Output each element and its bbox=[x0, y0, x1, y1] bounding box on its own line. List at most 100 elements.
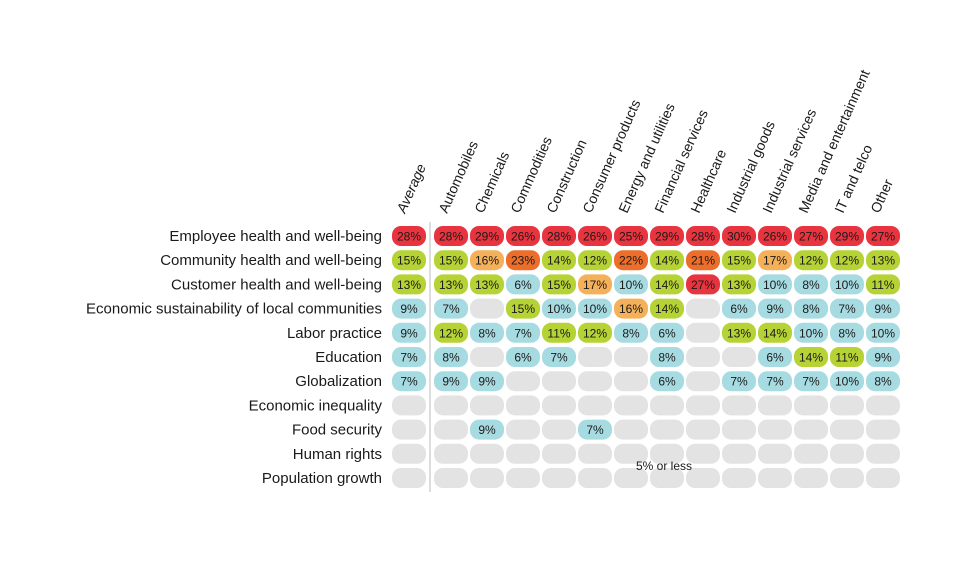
cell-community-health-and-well-being-consumer-products bbox=[578, 250, 612, 271]
cell-label-globalization-industrial-goods: 7% bbox=[730, 375, 748, 389]
cell-education-media-and-entertainment bbox=[794, 347, 828, 367]
cell-label-economic-sustainability-of-local-communities-it-and-telco: 7% bbox=[838, 302, 856, 316]
cell-economic-inequality-construction bbox=[542, 395, 576, 416]
column-labels: Average AutomobilesChemicalsCommoditiesCo… bbox=[393, 67, 896, 216]
cell-label-employee-health-and-well-being-industrial-services: 26% bbox=[763, 230, 787, 244]
cell-customer-health-and-well-being-consumer-products bbox=[578, 274, 612, 295]
cell-community-health-and-well-being-industrial-goods bbox=[722, 250, 756, 271]
cell-customer-health-and-well-being-chemicals bbox=[470, 274, 504, 295]
cell-employee-health-and-well-being-commodities bbox=[506, 226, 540, 246]
cell-employee-health-and-well-being-financial-services bbox=[650, 226, 684, 246]
cell-label-labor-practice-other: 10% bbox=[871, 326, 895, 340]
cell-food-security-industrial-goods bbox=[722, 419, 756, 440]
cell-globalization-average bbox=[392, 371, 426, 392]
cell-employee-health-and-well-being-media-and-entertainment bbox=[794, 226, 828, 246]
cell-globalization-energy-and-utilities bbox=[614, 371, 648, 392]
cell-label-employee-health-and-well-being-construction: 28% bbox=[547, 230, 571, 244]
cell-label-community-health-and-well-being-it-and-telco: 12% bbox=[835, 254, 859, 268]
cell-label-education-financial-services: 8% bbox=[658, 351, 676, 365]
cell-customer-health-and-well-being-it-and-telco bbox=[830, 274, 864, 295]
cell-food-security-construction bbox=[542, 419, 576, 440]
cell-education-commodities bbox=[506, 347, 540, 367]
row-label-education: Education bbox=[315, 349, 382, 366]
row-label-economic-sustainability-of-local-communities: Economic sustainability of local communi… bbox=[86, 301, 382, 318]
cell-label-employee-health-and-well-being-commodities: 26% bbox=[511, 230, 535, 244]
cell-label-economic-sustainability-of-local-communities-average: 9% bbox=[400, 302, 418, 316]
cell-population-growth-construction bbox=[542, 468, 576, 488]
cell-labor-practice-consumer-products bbox=[578, 322, 612, 343]
cell-customer-health-and-well-being-energy-and-utilities bbox=[614, 274, 648, 295]
cell-community-health-and-well-being-average bbox=[392, 250, 426, 271]
cell-label-community-health-and-well-being-media-and-entertainment: 12% bbox=[799, 254, 823, 268]
cell-label-customer-health-and-well-being-it-and-telco: 10% bbox=[835, 278, 859, 292]
cell-label-education-it-and-telco: 11% bbox=[835, 351, 858, 365]
cell-label-economic-sustainability-of-local-communities-industrial-goods: 6% bbox=[730, 302, 748, 316]
cell-globalization-industrial-goods bbox=[722, 371, 756, 392]
cell-community-health-and-well-being-healthcare bbox=[686, 250, 720, 271]
cell-label-community-health-and-well-being-industrial-services: 17% bbox=[763, 254, 787, 268]
cell-community-health-and-well-being-other bbox=[866, 250, 900, 271]
cell-labor-practice-energy-and-utilities bbox=[614, 322, 648, 343]
cell-labor-practice-financial-services bbox=[650, 322, 684, 343]
cell-education-it-and-telco bbox=[830, 347, 864, 367]
column-label-media-and-entertainment: Media and entertainment bbox=[795, 67, 873, 215]
cell-community-health-and-well-being-automobiles bbox=[434, 250, 468, 271]
cell-employee-health-and-well-being-healthcare bbox=[686, 226, 720, 246]
cell-education-industrial-services bbox=[758, 347, 792, 367]
cell-economic-inequality-it-and-telco bbox=[830, 395, 864, 416]
cell-human-rights-commodities bbox=[506, 443, 540, 464]
cell-label-community-health-and-well-being-average: 15% bbox=[397, 254, 421, 268]
cell-label-globalization-industrial-services: 7% bbox=[766, 375, 784, 389]
cell-employee-health-and-well-being-energy-and-utilities bbox=[614, 226, 648, 246]
column-label-other: Other bbox=[867, 176, 896, 215]
cell-economic-inequality-energy-and-utilities bbox=[614, 395, 648, 416]
cell-food-security-consumer-products bbox=[578, 419, 612, 440]
cell-label-employee-health-and-well-being-automobiles: 28% bbox=[439, 230, 463, 244]
cell-label-labor-practice-media-and-entertainment: 10% bbox=[799, 326, 823, 340]
cell-education-financial-services bbox=[650, 347, 684, 367]
cell-label-employee-health-and-well-being-industrial-goods: 30% bbox=[727, 230, 751, 244]
cell-label-community-health-and-well-being-construction: 14% bbox=[547, 254, 571, 268]
cell-human-rights-energy-and-utilities bbox=[614, 443, 648, 464]
cell-globalization-consumer-products bbox=[578, 371, 612, 392]
cell-labor-practice-industrial-services bbox=[758, 322, 792, 343]
cell-label-customer-health-and-well-being-energy-and-utilities: 10% bbox=[619, 278, 643, 292]
cell-economic-sustainability-of-local-communities-commodities bbox=[506, 298, 540, 319]
cell-globalization-healthcare bbox=[686, 371, 720, 392]
cell-population-growth-healthcare bbox=[686, 468, 720, 488]
cell-economic-sustainability-of-local-communities-chemicals bbox=[470, 298, 504, 319]
column-label-healthcare: Healthcare bbox=[687, 147, 729, 216]
cell-employee-health-and-well-being-industrial-goods bbox=[722, 226, 756, 246]
cell-food-security-average bbox=[392, 419, 426, 440]
cell-label-economic-sustainability-of-local-communities-construction: 10% bbox=[547, 302, 571, 316]
cell-label-customer-health-and-well-being-construction: 15% bbox=[547, 278, 571, 292]
cell-population-growth-chemicals bbox=[470, 468, 504, 488]
column-label-chemicals: Chemicals bbox=[471, 149, 512, 215]
cell-employee-health-and-well-being-chemicals bbox=[470, 226, 504, 246]
cell-label-employee-health-and-well-being-healthcare: 28% bbox=[691, 230, 715, 244]
cell-food-security-media-and-entertainment bbox=[794, 419, 828, 440]
cell-label-globalization-chemicals: 9% bbox=[478, 375, 496, 389]
cell-food-security-industrial-services bbox=[758, 419, 792, 440]
cell-label-employee-health-and-well-being-other: 27% bbox=[871, 230, 895, 244]
cell-labor-practice-media-and-entertainment bbox=[794, 322, 828, 343]
row-label-community-health-and-well-being: Community health and well-being bbox=[160, 252, 382, 269]
cell-label-food-security-consumer-products: 7% bbox=[586, 423, 604, 437]
cell-customer-health-and-well-being-financial-services bbox=[650, 274, 684, 295]
column-label-average: Average bbox=[393, 161, 429, 216]
cell-label-community-health-and-well-being-energy-and-utilities: 22% bbox=[619, 254, 643, 268]
cell-label-customer-health-and-well-being-average: 13% bbox=[397, 278, 421, 292]
row-label-population-growth: Population growth bbox=[262, 470, 382, 487]
cell-food-security-automobiles bbox=[434, 419, 468, 440]
row-label-customer-health-and-well-being: Customer health and well-being bbox=[171, 276, 382, 293]
cell-label-community-health-and-well-being-automobiles: 15% bbox=[439, 254, 463, 268]
row-label-globalization: Globalization bbox=[295, 373, 382, 390]
cell-education-energy-and-utilities bbox=[614, 347, 648, 367]
cell-community-health-and-well-being-energy-and-utilities bbox=[614, 250, 648, 271]
cell-globalization-commodities bbox=[506, 371, 540, 392]
cell-food-security-healthcare bbox=[686, 419, 720, 440]
cell-customer-health-and-well-being-automobiles bbox=[434, 274, 468, 295]
cell-label-economic-sustainability-of-local-communities-commodities: 15% bbox=[511, 302, 535, 316]
cell-population-growth-media-and-entertainment bbox=[794, 468, 828, 488]
cell-economic-inequality-automobiles bbox=[434, 395, 468, 416]
